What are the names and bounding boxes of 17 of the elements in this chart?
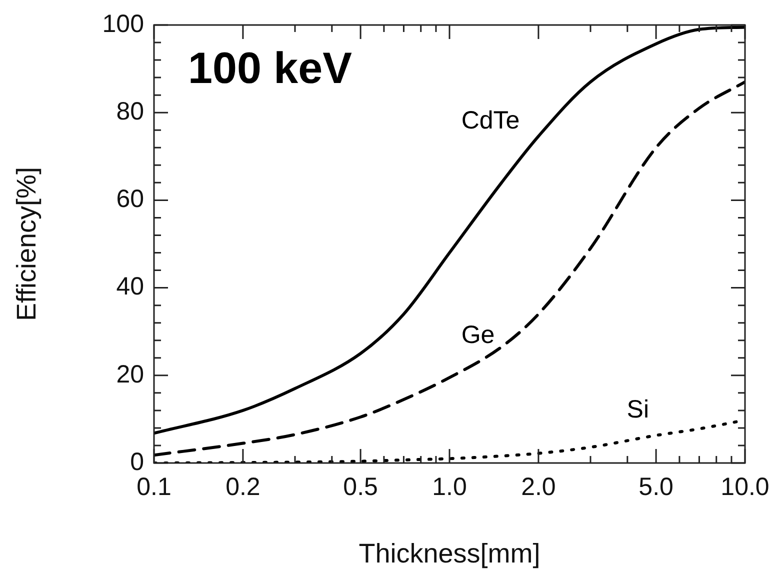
y-tick-label: 40 [116,272,144,301]
x-tick-label: 2.0 [521,472,556,501]
y-tick-label: 100 [102,10,144,38]
annotation: 100 keV [188,44,353,94]
y-axis-title: Efficiency[%] [12,166,42,322]
x-tick-label: 10.0 [720,472,770,501]
x-tick-label: 1.0 [432,472,467,501]
series-label: Ge [461,320,495,349]
y-tick-label: 60 [116,185,144,214]
series-label: CdTe [461,106,520,134]
y-tick-label: 20 [116,360,144,388]
series-label: Si [626,395,650,424]
x-tick-label: 0.2 [226,472,260,501]
y-tick-label: 80 [116,97,144,126]
x-axis-title: Thickness[mm] [358,538,540,568]
x-tick-label: 0.5 [343,472,378,501]
x-tick-label: 5.0 [638,472,674,501]
